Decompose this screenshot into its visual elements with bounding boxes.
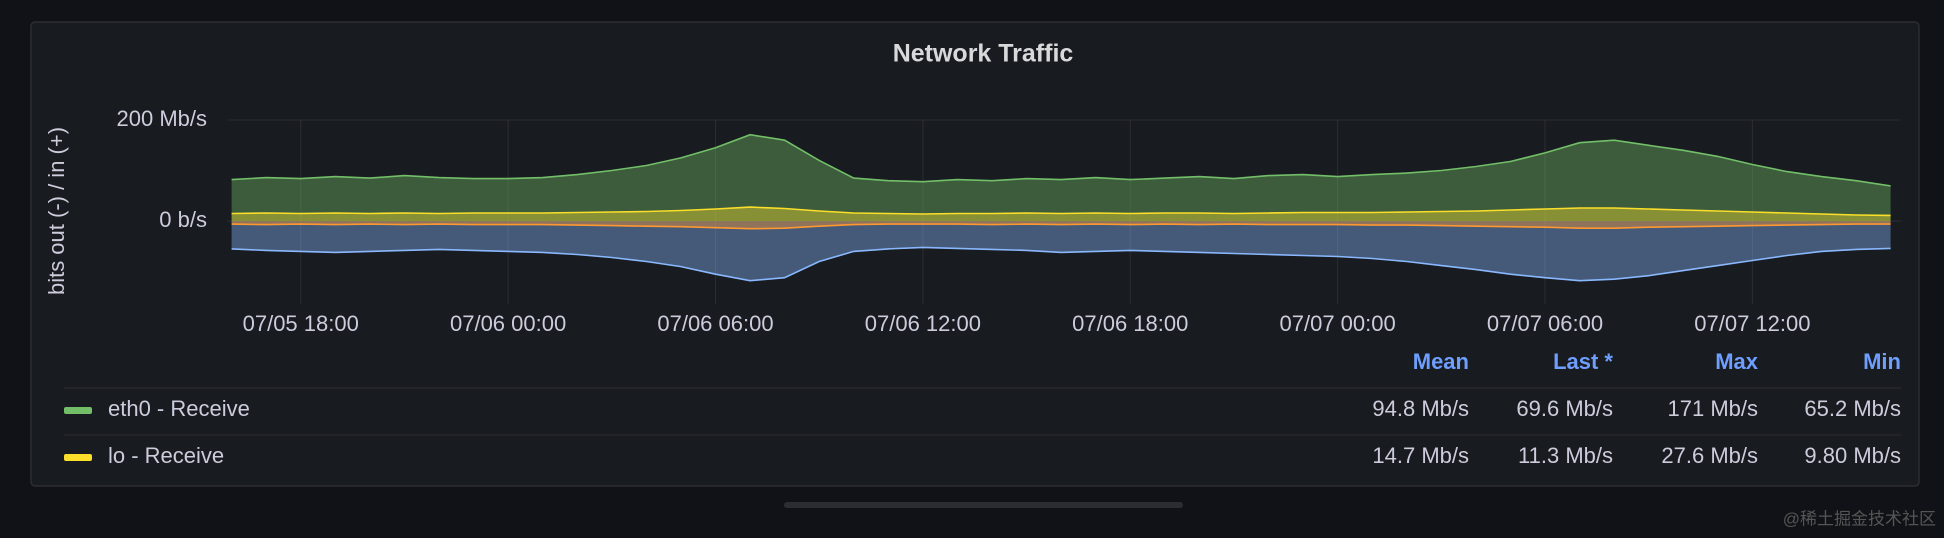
legend-stat: 11.3 Mb/s xyxy=(1518,443,1613,468)
x-tick-label: 07/07 12:00 xyxy=(1694,311,1810,336)
legend-stat: 14.7 Mb/s xyxy=(1372,443,1469,468)
watermark: @稀土掘金技术社区 xyxy=(1783,509,1936,528)
legend-label[interactable]: lo - Receive xyxy=(108,443,224,468)
legend-stat: 9.80 Mb/s xyxy=(1804,443,1901,468)
panel xyxy=(30,21,1920,487)
legend-stat: 171 Mb/s xyxy=(1668,396,1759,421)
legend-column-header: Max xyxy=(1715,349,1759,374)
chart-title: Network Traffic xyxy=(893,40,1074,68)
legend-stat: 69.6 Mb/s xyxy=(1516,396,1613,421)
legend-label[interactable]: eth0 - Receive xyxy=(108,396,250,421)
y-axis-label: bits out (-) / in (+) xyxy=(44,127,69,295)
area-fill xyxy=(231,221,1891,229)
area-fill xyxy=(231,221,1891,281)
series-line xyxy=(231,223,1891,230)
legend-column-header: Mean xyxy=(1413,349,1469,374)
plot xyxy=(231,133,1891,282)
legend-stat: 94.8 Mb/s xyxy=(1372,396,1469,421)
series-line xyxy=(231,246,1891,282)
labels: 0 b/s 200 Mb/s 07/05 18:00 07/06 00:00 07/06… xyxy=(64,106,1901,468)
area-fill xyxy=(231,134,1891,222)
x-tick-label: 07/07 00:00 xyxy=(1280,311,1396,336)
x-tick-label: 07/06 12:00 xyxy=(865,311,981,336)
legend-column-header: Min xyxy=(1863,349,1901,374)
legend-swatch[interactable] xyxy=(64,407,92,414)
x-tick-label: 07/06 18:00 xyxy=(1072,311,1188,336)
x-tick-label: 07/06 00:00 xyxy=(450,311,566,336)
x-tick-label: 07/07 06:00 xyxy=(1487,311,1603,336)
legend-column-header: Last * xyxy=(1553,349,1613,374)
scrollbar[interactable] xyxy=(784,502,1183,508)
legend-stat: 65.2 Mb/s xyxy=(1804,396,1901,421)
legend-swatch[interactable] xyxy=(64,454,92,461)
y-tick-label: 200 Mb/s xyxy=(117,106,208,131)
series-line xyxy=(231,133,1891,187)
legend-stat: 27.6 Mb/s xyxy=(1661,443,1758,468)
x-tick-label: 07/06 06:00 xyxy=(657,311,773,336)
series-line xyxy=(231,206,1891,217)
x-tick-label: 07/05 18:00 xyxy=(243,311,359,336)
y-tick-label: 0 b/s xyxy=(159,207,207,232)
